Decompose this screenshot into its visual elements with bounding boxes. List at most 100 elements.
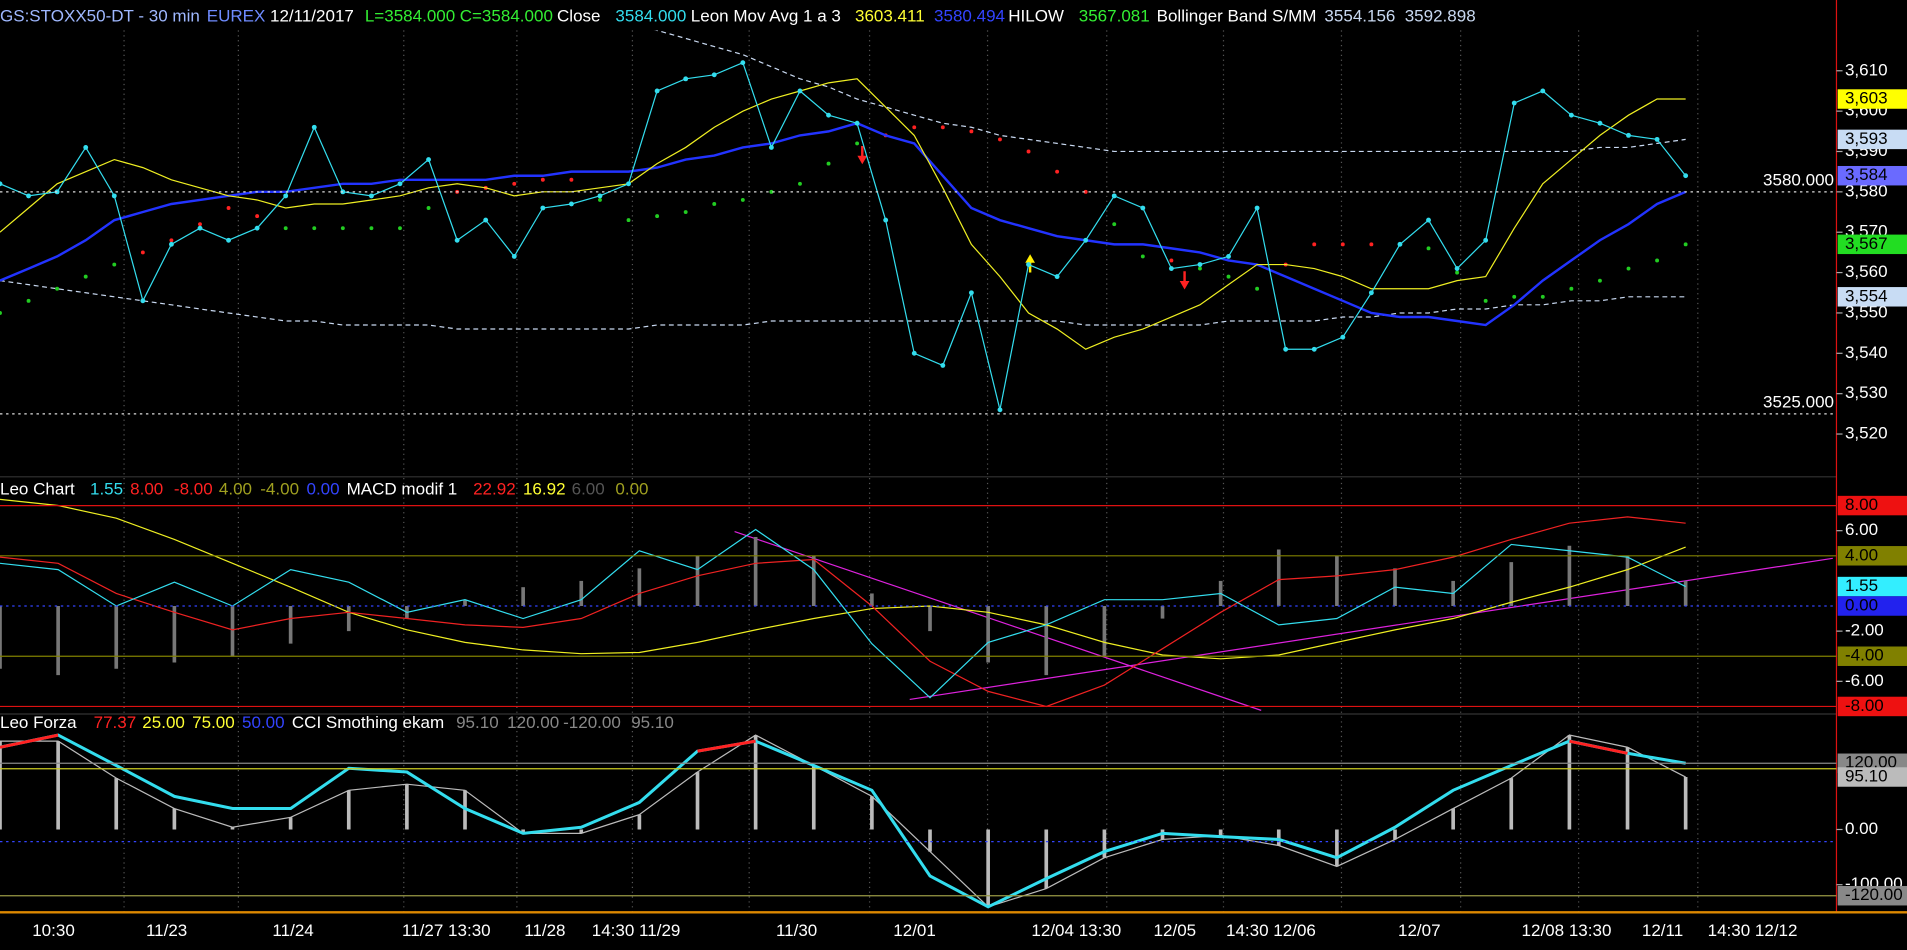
hilow-dot bbox=[969, 129, 974, 134]
header-item: 4.00 bbox=[219, 480, 252, 499]
header-item: 12/11/2017 bbox=[270, 7, 354, 26]
hilow-dot bbox=[1112, 222, 1117, 227]
hilow-dot bbox=[1626, 266, 1631, 271]
hilow-dot bbox=[740, 197, 745, 202]
series-line bbox=[0, 78, 1686, 350]
header-item: Leo Forza bbox=[0, 713, 77, 732]
x-tick-label: 11/24 bbox=[272, 921, 313, 940]
close-marker bbox=[1111, 193, 1117, 199]
hilow-dot bbox=[312, 226, 317, 231]
price-badge-label: 3,554 bbox=[1845, 286, 1888, 305]
close-marker bbox=[911, 350, 917, 356]
hilow-dot bbox=[1569, 286, 1574, 291]
close-marker bbox=[654, 88, 660, 94]
close-marker bbox=[1026, 262, 1031, 267]
price-badge bbox=[1837, 495, 1907, 516]
x-tick-label: 14:30 12/06 bbox=[1226, 921, 1316, 940]
price-badge-label: -8.00 bbox=[1845, 696, 1884, 715]
hilow-dot bbox=[1655, 258, 1660, 263]
hilow-dot bbox=[826, 161, 831, 166]
price-badge bbox=[1837, 886, 1907, 906]
close-marker bbox=[568, 201, 574, 207]
signal-arrow bbox=[857, 145, 868, 165]
vertical-grid bbox=[123, 30, 1699, 913]
y-tick-label: -2.00 bbox=[1845, 621, 1884, 640]
close-marker bbox=[454, 237, 460, 243]
header-item: 3567.081 bbox=[1079, 7, 1150, 26]
hilow-dot bbox=[655, 214, 660, 219]
price-badge bbox=[1837, 546, 1907, 566]
close-marker bbox=[483, 217, 489, 223]
y-tick-label: 3,550 bbox=[1845, 302, 1888, 321]
price-badge-label: -4.00 bbox=[1845, 646, 1884, 665]
x-tick-label: 11/27 13:30 bbox=[402, 921, 491, 940]
hilow-dot bbox=[369, 226, 374, 231]
series-line bbox=[0, 498, 1686, 660]
hilow-dot bbox=[1140, 254, 1145, 259]
hilow-dot bbox=[512, 181, 517, 186]
x-tick-label: 11/30 bbox=[776, 921, 817, 940]
price-badge-label: 0.00 bbox=[1845, 596, 1878, 615]
y-tick-label: 3,560 bbox=[1845, 262, 1888, 281]
y-tick-label: 3,580 bbox=[1845, 181, 1888, 200]
close-marker bbox=[283, 193, 289, 199]
price-badge-label: 3,593 bbox=[1845, 129, 1888, 148]
close-marker bbox=[511, 254, 517, 259]
close-marker bbox=[1197, 262, 1203, 267]
hilow-dot bbox=[712, 202, 717, 206]
header-item: 3592.898 bbox=[1405, 7, 1476, 26]
trend-line bbox=[734, 530, 1262, 711]
close-marker bbox=[1568, 112, 1574, 118]
close-marker bbox=[1340, 334, 1346, 340]
hilow-dot bbox=[1340, 242, 1345, 247]
hilow-dot bbox=[198, 222, 202, 227]
header-item: 95.10 bbox=[456, 713, 499, 732]
close-marker bbox=[1054, 274, 1060, 280]
header-item: Leo Chart bbox=[0, 480, 75, 499]
close-marker bbox=[1226, 254, 1231, 259]
y-tick-label: 3,530 bbox=[1845, 383, 1888, 402]
x-tick-label: 12/04 13:30 bbox=[1031, 921, 1121, 940]
header-item: C=3584.000 bbox=[460, 7, 553, 26]
hilow-dot bbox=[26, 298, 31, 303]
close-marker bbox=[883, 217, 889, 223]
hilow-dot bbox=[255, 214, 260, 219]
close-marker bbox=[1654, 136, 1660, 142]
hilow-dot bbox=[112, 262, 117, 267]
hilow-dot bbox=[55, 286, 60, 291]
hilow-dot bbox=[998, 137, 1002, 142]
panel bbox=[0, 733, 1688, 909]
price-badge-label: 3,603 bbox=[1845, 89, 1888, 108]
header-item: 3584.000 bbox=[615, 7, 686, 26]
y-tick-label: 3,540 bbox=[1845, 343, 1888, 362]
close-marker bbox=[111, 193, 117, 199]
close-marker bbox=[626, 181, 631, 187]
hilow-dot bbox=[683, 210, 688, 214]
header-item: 8.00 bbox=[130, 480, 163, 499]
price-badge-label: -120.00 bbox=[1845, 885, 1903, 904]
price-badge-label: 4.00 bbox=[1845, 545, 1878, 564]
hilow-dot bbox=[1083, 189, 1088, 194]
close-marker bbox=[968, 290, 974, 296]
price-badge-label: 120.00 bbox=[1845, 753, 1897, 772]
y-tick-label: 3,520 bbox=[1845, 424, 1888, 443]
header-item: GS:STOXX50-DT - 30 min bbox=[0, 7, 200, 26]
close-marker bbox=[368, 193, 374, 199]
hilow-dot bbox=[1369, 242, 1374, 247]
close-marker bbox=[1311, 346, 1317, 352]
hilow-dot bbox=[1426, 246, 1431, 251]
hilow-dot bbox=[226, 206, 231, 210]
header-item: L=3584.000 bbox=[365, 7, 455, 26]
series-line bbox=[0, 734, 1686, 908]
close-marker bbox=[1540, 88, 1546, 94]
reference-label: 3525.000 bbox=[1763, 392, 1834, 411]
close-marker bbox=[683, 76, 689, 82]
hilow-dot bbox=[398, 226, 402, 231]
hilow-dot bbox=[1483, 298, 1488, 303]
close-marker bbox=[940, 362, 946, 368]
hilow-dot bbox=[1226, 274, 1231, 279]
close-marker bbox=[1083, 237, 1089, 243]
hilow-dot bbox=[626, 218, 631, 223]
hilow-dot bbox=[912, 125, 917, 130]
series-line bbox=[0, 280, 1686, 330]
